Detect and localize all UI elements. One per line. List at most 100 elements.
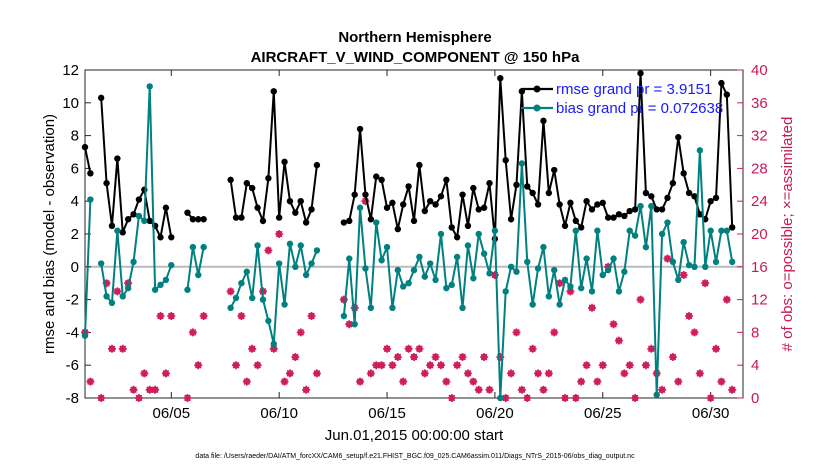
- series-point: [313, 161, 321, 169]
- series-point: [567, 199, 574, 207]
- obs-assimilated-marker: [188, 328, 197, 337]
- obs-assimilated-marker: [685, 312, 694, 320]
- series-point: [189, 216, 197, 223]
- obs-assimilated-marker: [609, 320, 618, 329]
- series-point: [243, 268, 251, 275]
- obs-assimilated-marker: [415, 344, 424, 353]
- obs-assimilated-marker: [118, 344, 127, 353]
- series-point: [340, 219, 348, 226]
- series-point: [475, 206, 482, 213]
- series-point: [97, 260, 105, 267]
- series-point: [583, 255, 590, 262]
- series-point: [297, 242, 304, 249]
- series-point: [108, 299, 116, 307]
- obs-assimilated-marker: [593, 377, 602, 386]
- obs-assimilated-marker: [469, 377, 478, 386]
- series-point: [718, 227, 725, 234]
- obs-assimilated-marker: [463, 369, 472, 378]
- series-point: [292, 263, 299, 270]
- series-point: [497, 394, 504, 402]
- series-point: [475, 230, 482, 238]
- series-point: [232, 294, 240, 302]
- obs-assimilated-marker: [523, 394, 532, 402]
- series-point: [718, 79, 725, 87]
- obs-assimilated-marker: [151, 385, 160, 394]
- series-point: [696, 211, 704, 218]
- series-point: [373, 173, 380, 180]
- series-point: [556, 201, 563, 208]
- series-point: [626, 227, 633, 234]
- series-point: [373, 219, 380, 226]
- legend-bias-marker: [533, 104, 541, 112]
- series-point: [723, 91, 731, 98]
- series-point: [184, 209, 191, 216]
- y-tick-label: -6: [66, 357, 79, 374]
- series-point: [103, 179, 110, 187]
- series-point: [259, 296, 267, 303]
- series-point: [146, 217, 153, 225]
- obs-assimilated-marker: [269, 344, 278, 353]
- series-point: [437, 230, 445, 238]
- obs-assimilated-marker: [167, 312, 176, 320]
- series-point: [491, 227, 499, 234]
- series-point: [405, 280, 412, 287]
- series-point: [712, 258, 720, 266]
- obs-assimilated-marker: [587, 303, 596, 312]
- obs-assimilated-marker: [388, 361, 397, 370]
- obs-assimilated-marker: [679, 271, 688, 279]
- y2-tick-label: 12: [751, 292, 768, 309]
- series-point: [648, 193, 655, 200]
- obs-assimilated-marker: [199, 312, 208, 320]
- series-point: [270, 88, 277, 95]
- series-point: [313, 247, 321, 254]
- series-point: [604, 266, 612, 274]
- series-point: [227, 304, 234, 311]
- obs-assimilated-marker: [566, 287, 575, 296]
- x-tick-label: 06/10: [260, 405, 298, 422]
- series-point: [642, 189, 650, 197]
- series-point: [362, 191, 369, 198]
- series-point: [114, 227, 121, 234]
- series-point: [507, 263, 515, 270]
- series-point: [119, 293, 126, 300]
- y2-tick-label: 8: [751, 324, 759, 341]
- series-point: [232, 214, 240, 221]
- series-point: [448, 281, 455, 289]
- series-point: [685, 261, 693, 269]
- series-point: [421, 207, 428, 215]
- obs-assimilated-marker: [501, 394, 510, 402]
- obs-assimilated-marker: [113, 287, 122, 296]
- obs-assimilated-marker: [458, 353, 467, 361]
- obs-assimilated-marker: [728, 385, 737, 394]
- data-file-footer: data file: /Users/raeder/DAI/ATM_forcXX/…: [195, 453, 635, 460]
- series-point: [162, 204, 170, 211]
- series-point: [572, 227, 580, 234]
- obs-assimilated-marker: [706, 394, 715, 402]
- y-axis-left: -8 -6 -4 -2 0 2 4 6 8 10 12: [62, 62, 91, 407]
- series-point: [621, 212, 628, 220]
- series-point: [292, 209, 299, 216]
- series-point: [281, 301, 288, 308]
- series-point: [124, 284, 132, 292]
- series-point: [405, 183, 412, 190]
- series-point: [470, 184, 477, 192]
- obs-assimilated-marker: [404, 344, 413, 353]
- y2-tick-label: 28: [751, 160, 768, 177]
- series-point: [577, 224, 585, 231]
- series-point: [707, 227, 714, 234]
- series-point: [367, 216, 375, 223]
- series-point: [103, 293, 110, 300]
- obs-assimilated-marker: [296, 328, 305, 337]
- y-tick-label: 8: [71, 128, 79, 145]
- obs-assimilated-marker: [248, 344, 257, 353]
- series-point: [378, 176, 385, 184]
- series-point: [545, 293, 553, 300]
- legend-rmse-label: rmse grand pr = 3.9151: [556, 81, 712, 98]
- series-point: [561, 222, 569, 229]
- series-point: [351, 191, 358, 198]
- series-point: [480, 250, 488, 257]
- series-point: [664, 219, 671, 226]
- series-point: [426, 198, 434, 205]
- chart-title: Northern Hemisphere: [338, 29, 491, 46]
- obs-assimilated-marker: [264, 246, 273, 255]
